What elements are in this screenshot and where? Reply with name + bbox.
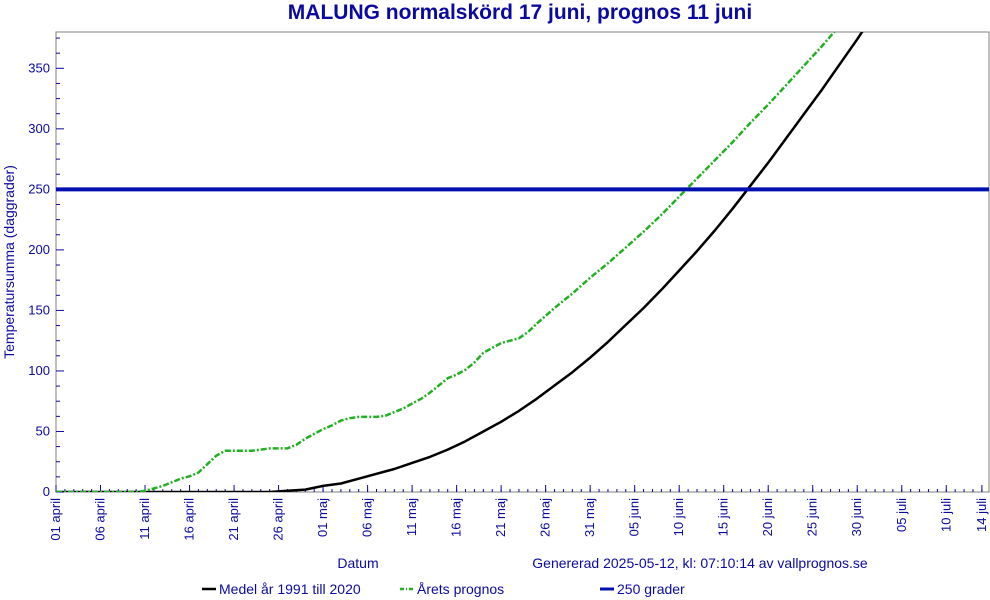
x-tick-label: 15 juni [716, 498, 731, 536]
x-tick-label: 06 maj [360, 498, 375, 537]
x-tick-label: 01 april [48, 498, 63, 541]
y-tick-label: 100 [28, 363, 50, 378]
x-tick-label: 26 maj [538, 498, 553, 537]
x-tick-label: 11 maj [404, 498, 419, 536]
legend-label-prognos: Årets prognos [417, 581, 504, 597]
y-tick-label: 250 [28, 181, 50, 196]
x-tick-label: 26 april [271, 498, 286, 541]
series-line-0 [56, 32, 864, 492]
legend-label-medel: Medel år 1991 till 2020 [219, 581, 361, 597]
y-axis: 0 50 100 150 200 250 300 350 [28, 37, 64, 499]
series-line-1 [56, 32, 836, 492]
x-tick-label: 16 april [182, 498, 197, 541]
x-tick-label: 16 maj [449, 498, 464, 537]
x-tick-label: 11 april [137, 498, 152, 540]
x-tick-label: 10 juni [671, 498, 686, 536]
y-tick-label: 150 [28, 302, 50, 317]
y-tick-label: 200 [28, 242, 50, 257]
x-axis-label: Datum [337, 555, 378, 571]
x-tick-label: 10 juli [938, 498, 953, 532]
x-tick-label: 05 juli [894, 498, 909, 532]
x-tick-label: 05 juni [627, 498, 642, 536]
series-group [56, 32, 989, 492]
y-tick-label: 350 [28, 60, 50, 75]
x-tick-label: 14 juli [974, 498, 989, 532]
legend-label-250: 250 grader [617, 581, 685, 597]
y-tick-label: 0 [43, 484, 50, 499]
x-tick-label: 25 juni [805, 498, 820, 536]
generated-note: Genererad 2025-05-12, kl: 07:10:14 av va… [532, 555, 868, 571]
x-tick-label: 01 maj [315, 498, 330, 537]
plot-area [55, 31, 990, 493]
x-tick-label: 21 maj [493, 498, 508, 537]
y-tick-label: 50 [36, 423, 50, 438]
x-axis: 01 april 06 april 11 april 16 april 21 april… [48, 485, 989, 541]
x-tick-label: 20 juni [760, 498, 775, 536]
legend: Medel år 1991 till 2020 Årets prognos 25… [202, 581, 685, 597]
x-tick-label: 30 juni [849, 498, 864, 536]
x-tick-label: 21 april [226, 498, 241, 541]
x-tick-label: 06 april [93, 498, 108, 541]
x-tick-label: 31 maj [582, 498, 597, 537]
chart-title: MALUNG normalskörd 17 juni, prognos 11 j… [288, 1, 752, 24]
y-tick-label: 300 [28, 121, 50, 136]
y-axis-label: Temperatursumma (daggrader) [1, 165, 17, 359]
